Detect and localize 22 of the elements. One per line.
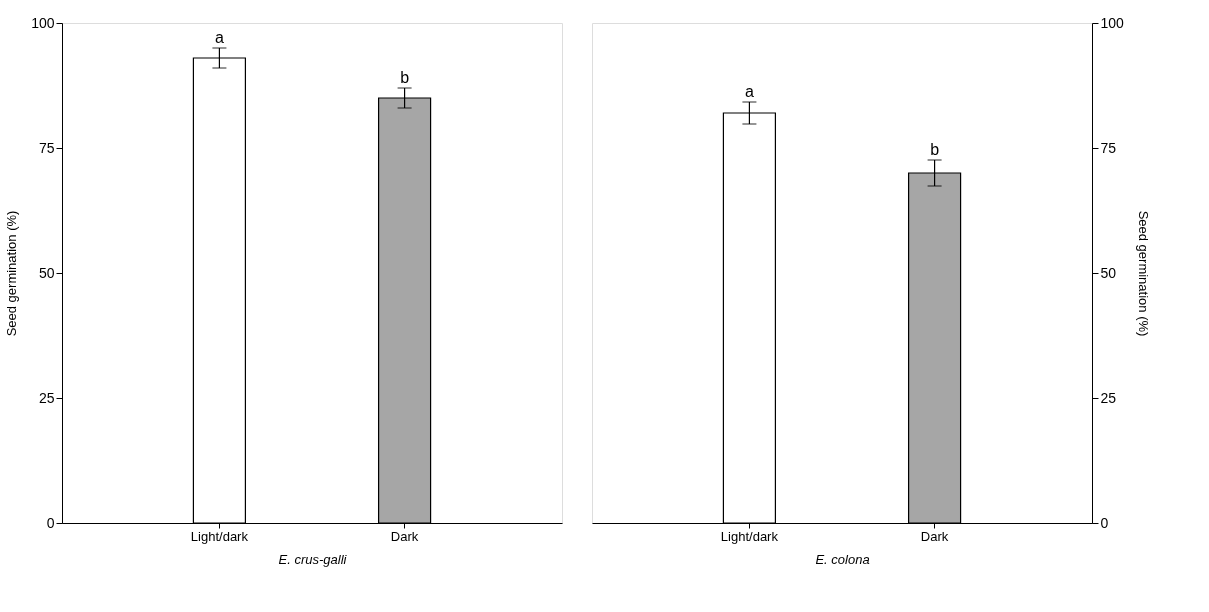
y-tick-label: 50 (1100, 264, 1117, 281)
x-tick-label: Light/dark (190, 528, 249, 544)
x-tick-label: Dark (390, 528, 419, 544)
x-tick-label: Dark (920, 528, 949, 544)
y-tick-label: 0 (1100, 514, 1109, 531)
y-tick-label: 100 (31, 14, 55, 31)
y-tick-label: 100 (1100, 14, 1125, 31)
y-tick-label: 25 (1100, 389, 1117, 406)
y-tick-label: 75 (38, 139, 55, 156)
y-tick-label: 25 (38, 389, 55, 406)
annotation: a (214, 29, 224, 46)
x-axis-title: E. colona (815, 551, 870, 567)
x-tick-label: Light/dark (720, 528, 779, 544)
annotation: b (930, 141, 940, 158)
y-axis-title: Seed germination (%) (1135, 210, 1151, 337)
y-tick-label: 50 (38, 264, 55, 281)
annotation: a (744, 83, 754, 100)
y-tick-label: 0 (46, 514, 55, 531)
y-tick-label: 75 (1100, 139, 1117, 156)
annotation: b (400, 69, 410, 86)
y-axis-title: Seed germination (%) (4, 210, 20, 337)
x-axis-title: E. crus-galli (278, 551, 348, 567)
